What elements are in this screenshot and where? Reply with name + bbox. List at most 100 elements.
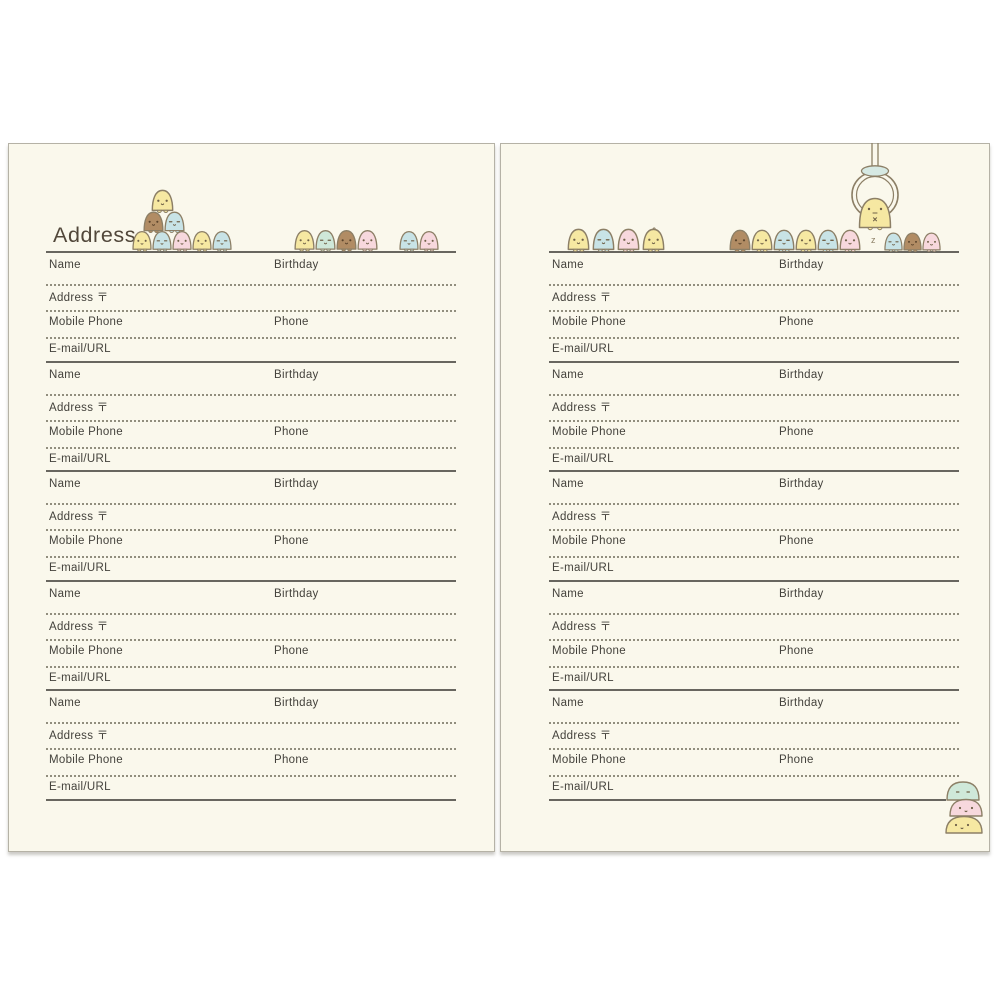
tapioca-blob-icon — [336, 230, 357, 252]
mobile-phone-field-label: Mobile Phone — [49, 426, 123, 438]
name-birthday-row: Name Birthday — [46, 588, 456, 602]
mobile-phone-row: Mobile Phone Phone — [549, 316, 959, 330]
tapioca-blob-icon — [399, 231, 419, 252]
tapioca-row — [728, 228, 861, 253]
address-entry-block: Name Birthday Address 〒 Mobile Phone Pho… — [549, 251, 959, 361]
phone-field-label: Phone — [779, 754, 814, 766]
address-row: Address 〒 — [549, 399, 959, 414]
stacked-blobs-icon — [945, 781, 983, 834]
tapioca-pyramid-top — [149, 188, 174, 214]
mobile-phone-field-label: Mobile Phone — [552, 645, 626, 657]
mobile-phone-row: Mobile Phone Phone — [549, 535, 959, 549]
address-row: Address 〒 — [46, 508, 456, 523]
name-field-label: Name — [552, 259, 584, 271]
tapioca-blob-icon — [315, 230, 336, 252]
mobile-phone-row: Mobile Phone Phone — [46, 316, 456, 330]
address-entry-block: Name Birthday Address 〒 Mobile Phone Pho… — [46, 580, 456, 690]
address-field-label: Address 〒 — [552, 292, 612, 304]
tapioca-pyramid-bottom-row — [131, 229, 232, 253]
entry-top-rule — [549, 689, 959, 691]
address-field-label: Address 〒 — [49, 730, 109, 742]
address-row: Address 〒 — [549, 727, 959, 742]
email-url-field-label: E-mail/URL — [552, 672, 614, 684]
address-field-label: Address 〒 — [552, 730, 612, 742]
field-divider — [46, 310, 456, 312]
birthday-field-label: Birthday — [779, 697, 824, 709]
email-row: E-mail/URL — [549, 672, 959, 686]
field-divider — [549, 529, 959, 531]
tapioca-blob-icon — [419, 231, 439, 252]
name-birthday-row: Name Birthday — [46, 697, 456, 711]
email-url-field-label: E-mail/URL — [49, 781, 111, 793]
address-entry-block: Name Birthday Address 〒 Mobile Phone Pho… — [549, 689, 959, 799]
address-field-label: Address 〒 — [552, 511, 612, 523]
field-divider — [46, 420, 456, 422]
name-field-label: Name — [552, 588, 584, 600]
address-row: Address 〒 — [549, 289, 959, 304]
phone-field-label: Phone — [274, 754, 309, 766]
mobile-phone-field-label: Mobile Phone — [49, 754, 123, 766]
email-url-field-label: E-mail/URL — [552, 453, 614, 465]
field-divider — [46, 775, 456, 777]
tapioca-row — [565, 227, 665, 253]
tapioca-blob-icon — [152, 231, 172, 252]
phone-field-label: Phone — [274, 426, 309, 438]
address-row: Address 〒 — [549, 508, 959, 523]
field-divider — [46, 556, 456, 558]
name-field-label: Name — [49, 697, 81, 709]
mobile-phone-field-label: Mobile Phone — [552, 754, 626, 766]
address-field-label: Address 〒 — [49, 511, 109, 523]
name-birthday-row: Name Birthday — [46, 478, 456, 492]
field-divider — [46, 394, 456, 396]
email-url-field-label: E-mail/URL — [49, 453, 111, 465]
mobile-phone-row: Mobile Phone Phone — [549, 426, 959, 440]
address-entry-block: Name Birthday Address 〒 Mobile Phone Pho… — [46, 251, 456, 361]
tapioca-blob-icon — [839, 229, 861, 252]
tapioca-blob-icon — [617, 228, 640, 252]
address-field-label: Address 〒 — [49, 621, 109, 633]
field-divider — [549, 556, 959, 558]
email-url-field-label: E-mail/URL — [49, 672, 111, 684]
mobile-phone-row: Mobile Phone Phone — [46, 535, 456, 549]
left-page: Address Name Birthday Address 〒 Mobile P… — [8, 143, 495, 852]
tapioca-blob-icon — [751, 229, 773, 252]
entry-top-rule — [46, 361, 456, 363]
tapioca-blob-icon — [817, 229, 839, 252]
email-url-field-label: E-mail/URL — [552, 562, 614, 574]
tapioca-blob-icon — [884, 232, 903, 252]
tapioca-row — [293, 228, 378, 253]
phone-field-label: Phone — [779, 426, 814, 438]
address-row: Address 〒 — [46, 618, 456, 633]
entry-top-rule — [46, 470, 456, 472]
email-url-field-label: E-mail/URL — [552, 781, 614, 793]
tapioca-blob-icon — [357, 230, 378, 252]
address-entry-block: Name Birthday Address 〒 Mobile Phone Pho… — [46, 361, 456, 471]
phone-field-label: Phone — [274, 645, 309, 657]
mobile-phone-field-label: Mobile Phone — [552, 426, 626, 438]
name-birthday-row: Name Birthday — [549, 478, 959, 492]
mobile-phone-row: Mobile Phone Phone — [46, 754, 456, 768]
email-row: E-mail/URL — [46, 672, 456, 686]
email-url-field-label: E-mail/URL — [49, 562, 111, 574]
address-field-label: Address 〒 — [49, 402, 109, 414]
email-row: E-mail/URL — [46, 562, 456, 576]
tapioca-blob-icon — [172, 231, 192, 252]
name-field-label: Name — [49, 369, 81, 381]
tapioca-blob-icon — [143, 211, 164, 234]
name-birthday-row: Name Birthday — [549, 588, 959, 602]
email-row: E-mail/URL — [46, 343, 456, 357]
field-divider — [46, 666, 456, 668]
entry-top-rule — [549, 251, 959, 253]
name-birthday-row: Name Birthday — [46, 259, 456, 273]
field-divider — [549, 639, 959, 641]
name-field-label: Name — [552, 697, 584, 709]
name-field-label: Name — [552, 369, 584, 381]
field-divider — [46, 639, 456, 641]
tapioca-blob-icon — [212, 231, 232, 252]
entry-top-rule — [46, 580, 456, 582]
name-field-label: Name — [49, 259, 81, 271]
tapioca-blob-icon — [567, 228, 590, 252]
bottom-rule — [549, 799, 946, 801]
address-entry-block: Name Birthday Address 〒 Mobile Phone Pho… — [46, 470, 456, 580]
birthday-field-label: Birthday — [274, 697, 319, 709]
